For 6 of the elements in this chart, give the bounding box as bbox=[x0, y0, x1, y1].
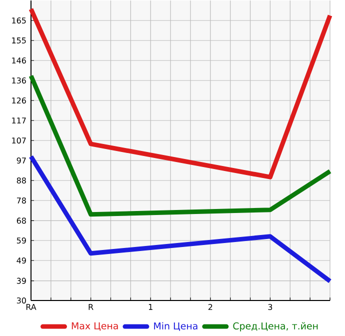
line-series bbox=[28, 7, 332, 180]
line-series bbox=[28, 74, 332, 217]
line-series bbox=[28, 154, 332, 284]
legend-label: Max Цена bbox=[72, 322, 118, 331]
legend-label: Сред.Цена, т.йен bbox=[233, 322, 318, 332]
legend-label: Min Цена bbox=[154, 322, 198, 332]
